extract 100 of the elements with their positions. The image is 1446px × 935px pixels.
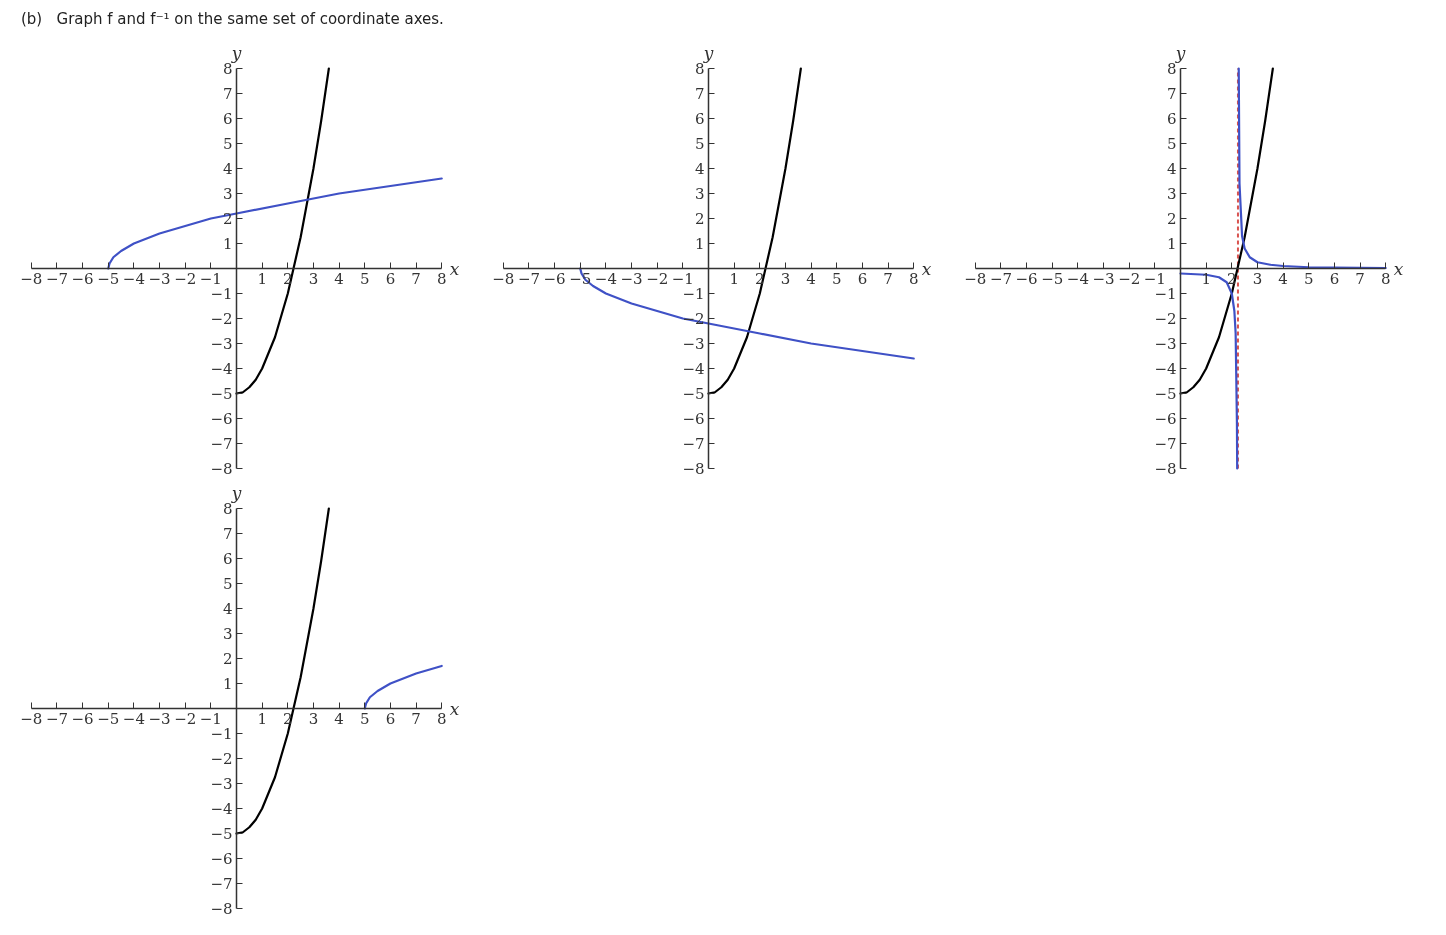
x-tick-label: 3	[780, 269, 791, 288]
y-tick-label: 8	[1166, 60, 1177, 78]
line-series	[363, 664, 443, 710]
y-tick-label: −5	[1154, 385, 1177, 403]
y-tick-label: 4	[222, 600, 233, 618]
x-axis-title: x	[449, 258, 460, 279]
y-tick-label: −7	[682, 435, 705, 453]
y-tick-label: 5	[1166, 135, 1177, 153]
y-tick-label: 7	[1166, 85, 1177, 103]
y-tick-label: −5	[210, 825, 233, 843]
x-tick-label: 2	[283, 269, 293, 288]
x-tick-label: −4	[1066, 269, 1089, 288]
x-tick-label: −8	[964, 269, 987, 288]
x-tick-label: −2	[1118, 269, 1141, 288]
x-tick-label: 5	[1303, 269, 1314, 288]
y-tick-label: 6	[694, 110, 705, 128]
y-tick-label: 8	[222, 60, 233, 78]
y-tick-label: 8	[222, 500, 233, 518]
x-tick-label: 6	[1329, 269, 1340, 288]
x-tick-label: 2	[283, 709, 293, 728]
x-tick-label: −4	[122, 709, 145, 728]
line-series	[235, 507, 330, 835]
y-tick-label: 7	[222, 85, 233, 103]
x-tick-label: −8	[20, 709, 43, 728]
x-tick-label: 7	[883, 269, 893, 288]
y-tick-label: 1	[694, 235, 705, 253]
x-tick-label: 2	[1227, 269, 1237, 288]
x-tick-label: 8	[908, 269, 919, 288]
x-tick-label: 6	[385, 709, 396, 728]
y-tick-label: 4	[222, 160, 233, 178]
y-tick-label: −8	[1154, 460, 1177, 478]
y-tick-label: −4	[210, 800, 233, 818]
y-tick-label: 3	[1166, 185, 1177, 203]
x-tick-label: −7	[45, 709, 68, 728]
y-tick-label: −3	[210, 775, 233, 793]
y-tick-label: −8	[210, 460, 233, 478]
y-tick-label: 4	[694, 160, 705, 178]
x-tick-label: −2	[646, 269, 669, 288]
x-tick-label: 4	[334, 709, 344, 728]
y-tick-label: 1	[222, 675, 233, 693]
x-tick-label: 8	[1380, 269, 1391, 288]
y-tick-label: −1	[210, 725, 233, 743]
y-tick-label: 3	[222, 185, 233, 203]
y-tick-label: −2	[210, 750, 233, 768]
x-tick-label: 8	[436, 269, 447, 288]
x-tick-label: −2	[174, 269, 197, 288]
y-tick-label: 3	[694, 185, 705, 203]
x-tick-label: 5	[359, 709, 370, 728]
y-tick-label: −4	[1154, 360, 1177, 378]
x-tick-label: 2	[755, 269, 765, 288]
y-tick-label: 2	[1166, 210, 1177, 228]
y-tick-label: −7	[210, 435, 233, 453]
x-tick-label: −5	[1041, 269, 1064, 288]
x-tick-label: −3	[148, 269, 171, 288]
y-axis-title: y	[230, 42, 242, 63]
y-tick-label: 7	[222, 525, 233, 543]
y-tick-label: −5	[682, 385, 705, 403]
x-tick-label: 5	[359, 269, 370, 288]
x-tick-label: 6	[857, 269, 868, 288]
x-tick-label: 1	[257, 269, 267, 288]
line-series	[1179, 67, 1274, 395]
x-tick-label: −2	[174, 709, 197, 728]
x-tick-label: 7	[1355, 269, 1365, 288]
y-tick-label: −1	[682, 285, 705, 303]
x-tick-label: −4	[122, 269, 145, 288]
x-axis-title: x	[449, 698, 460, 719]
x-tick-label: −8	[492, 269, 515, 288]
y-tick-label: 4	[1166, 160, 1177, 178]
x-tick-label: −3	[148, 709, 171, 728]
y-tick-label: −6	[210, 850, 233, 868]
x-tick-label: 7	[411, 269, 421, 288]
line-series	[707, 67, 802, 395]
x-tick-label: 6	[385, 269, 396, 288]
x-tick-label: 7	[411, 709, 421, 728]
x-tick-label: −6	[71, 709, 94, 728]
y-axis-title: y	[702, 42, 714, 63]
text: (b) Graph f and f⁻¹ on the same set of coordinate axes.	[21, 9, 444, 30]
y-tick-label: −1	[1154, 285, 1177, 303]
x-tick-label: −4	[594, 269, 617, 288]
y-tick-label: 6	[222, 110, 233, 128]
x-tick-label: −3	[1092, 269, 1115, 288]
x-tick-label: −5	[97, 709, 120, 728]
y-tick-label: 8	[694, 60, 705, 78]
y-tick-label: 7	[694, 85, 705, 103]
x-tick-label: −3	[620, 269, 643, 288]
y-tick-label: 1	[222, 235, 233, 253]
x-tick-label: 4	[334, 269, 344, 288]
y-axis-title: y	[1174, 42, 1186, 63]
x-tick-label: −8	[20, 269, 43, 288]
x-tick-label: −7	[45, 269, 68, 288]
y-tick-label: 1	[1166, 235, 1177, 253]
x-axis-title: x	[1393, 258, 1404, 279]
y-tick-label: 2	[222, 210, 233, 228]
y-tick-label: −7	[210, 875, 233, 893]
x-tick-label: 1	[729, 269, 739, 288]
y-tick-label: −3	[210, 335, 233, 353]
x-tick-label: 8	[436, 709, 447, 728]
y-tick-label: 6	[1166, 110, 1177, 128]
y-tick-label: 2	[222, 650, 233, 668]
y-tick-label: −3	[682, 335, 705, 353]
